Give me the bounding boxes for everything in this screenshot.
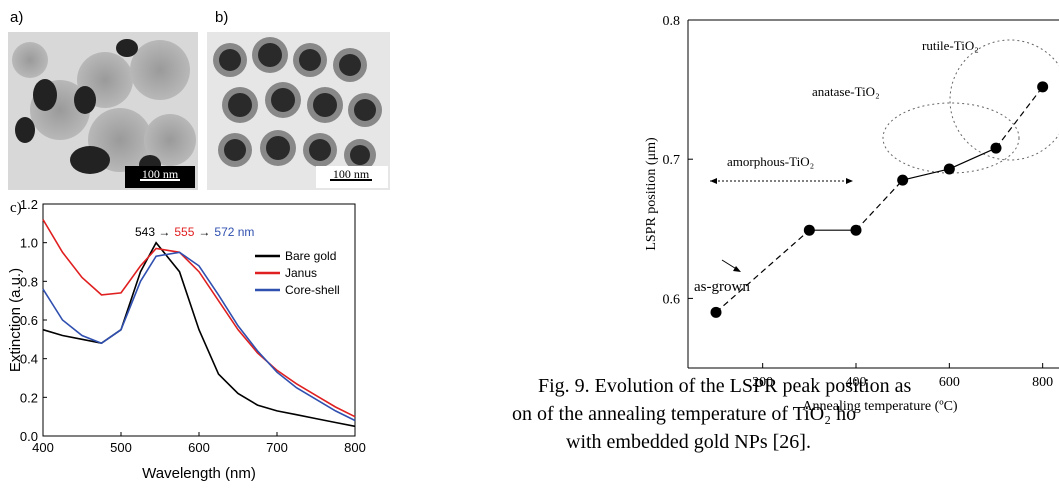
- connector: [903, 169, 950, 180]
- connector: [949, 148, 996, 169]
- y-tick-label: 0.7: [663, 153, 681, 168]
- data-point: [711, 307, 722, 318]
- legend-label: Core-shell: [285, 283, 340, 297]
- annotation: 543 → 555 → 572 nm: [135, 225, 254, 239]
- data-point: [1037, 81, 1048, 92]
- y-tick-label: 0.2: [20, 390, 38, 405]
- panel-label: a): [10, 9, 23, 26]
- arrowhead: [733, 266, 741, 272]
- x-tick-label: 500: [110, 440, 132, 455]
- x-tick-label: 600: [939, 375, 960, 390]
- data-point: [851, 225, 862, 236]
- annotation-part: 555: [174, 225, 194, 239]
- y-axis-label: Extinction (a.u.): [7, 268, 24, 372]
- region-outline: [883, 103, 1019, 173]
- x-tick-label: 400: [846, 375, 867, 390]
- x-axis-label: Annealing temperature (ºC): [802, 399, 958, 414]
- connector: [716, 230, 809, 312]
- annotation-part: 543 →: [135, 225, 170, 239]
- scale-bar-label: 100 nm: [333, 167, 370, 181]
- x-tick-label: 200: [752, 375, 773, 390]
- annotation-part: →: [198, 225, 210, 239]
- x-tick-label: 800: [344, 440, 366, 455]
- legend-label: Janus: [285, 266, 317, 280]
- y-tick-label: 1.0: [20, 236, 38, 251]
- x-axis-label: Wavelength (nm): [142, 465, 256, 482]
- data-point: [804, 225, 815, 236]
- connector: [856, 180, 903, 230]
- y-tick-label: 0.6: [663, 292, 681, 307]
- annotation: anatase-TiO₂: [812, 84, 880, 99]
- scale-bar-label: 100 nm: [142, 167, 179, 181]
- annotation: rutile-TiO₂: [922, 38, 979, 53]
- y-tick-label: 0.8: [663, 14, 681, 29]
- figure: a) b) 100 nm 100 nm c) Fig. 9. Evolution…: [0, 0, 1059, 492]
- region-outline: [950, 40, 1059, 160]
- annotation: amorphous-TiO₂: [727, 154, 814, 169]
- x-tick-label: 700: [266, 440, 288, 455]
- y-tick-label: 0.0: [20, 429, 38, 444]
- data-point: [991, 143, 1002, 154]
- annotation: as-grown: [694, 279, 750, 295]
- panel-label: b): [215, 9, 228, 26]
- legend-label: Bare gold: [285, 249, 336, 263]
- x-tick-label: 800: [1032, 375, 1053, 390]
- caption-line: with embedded gold NPs [26].: [566, 431, 811, 453]
- y-axis-label: LSPR position (μm): [644, 137, 659, 251]
- data-point: [897, 175, 908, 186]
- y-tick-label: 1.2: [20, 197, 38, 212]
- annotation-part: 572 nm: [214, 225, 254, 239]
- x-tick-label: 600: [188, 440, 210, 455]
- data-point: [944, 163, 955, 174]
